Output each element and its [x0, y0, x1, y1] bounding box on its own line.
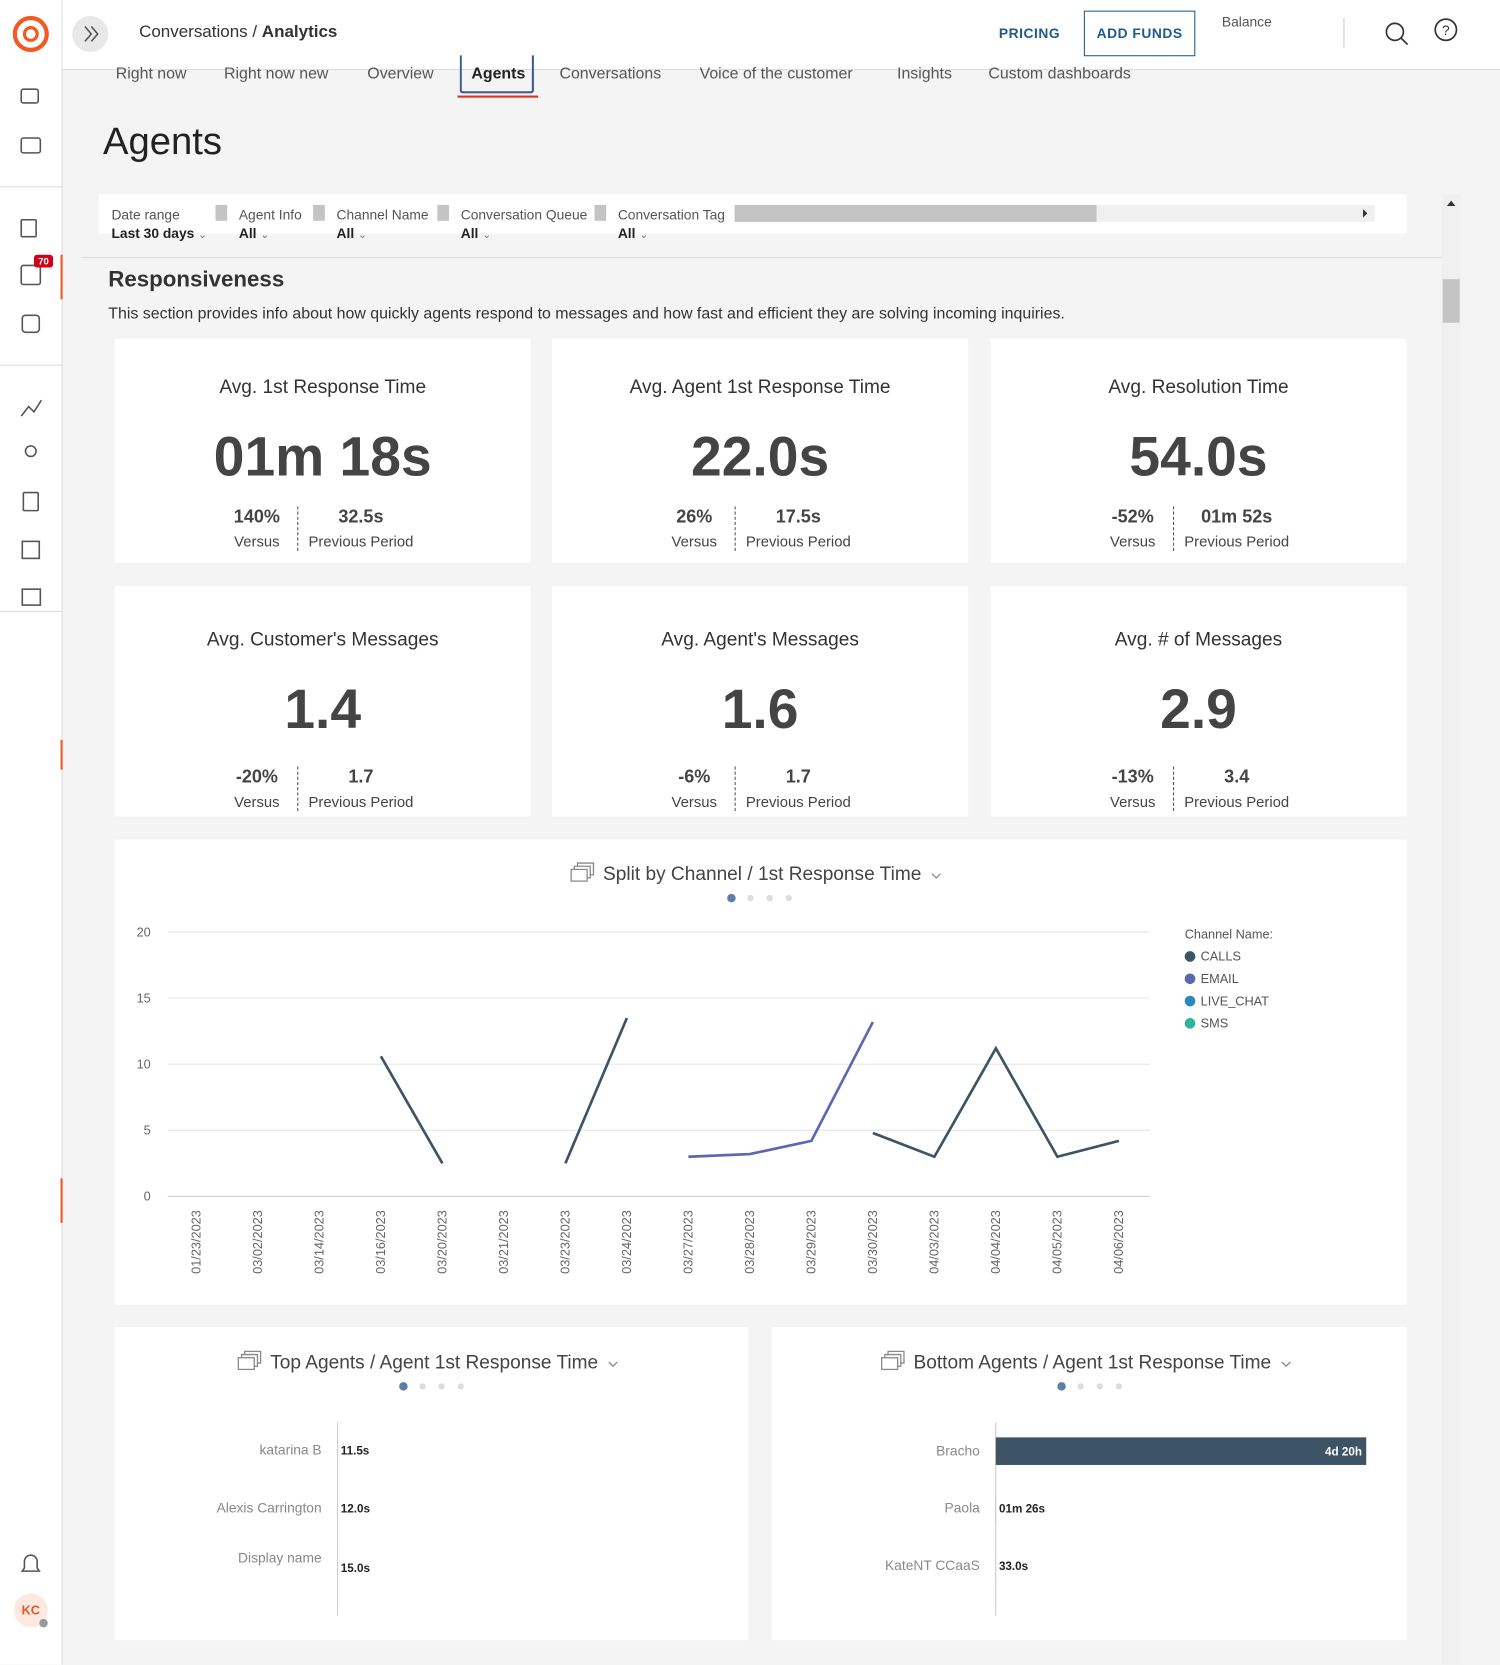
- x-tick-label: 03/24/2023: [619, 1210, 634, 1274]
- category-label: Display name: [238, 1551, 322, 1566]
- legend-label: LIVE_CHAT: [1201, 993, 1270, 1008]
- y-tick-label: 5: [144, 1123, 151, 1138]
- chart-card: [115, 840, 1407, 1305]
- legend-label: CALLS: [1201, 949, 1241, 964]
- legend-label: SMS: [1201, 1016, 1229, 1031]
- pager-dot: [786, 895, 792, 901]
- x-tick-label: 04/04/2023: [988, 1210, 1003, 1274]
- pager-dot: [1057, 1382, 1065, 1390]
- value-label: 15.0s: [341, 1562, 370, 1575]
- x-tick-label: 03/02/2023: [250, 1210, 265, 1274]
- pager-dot: [399, 1382, 407, 1390]
- legend-label: EMAIL: [1201, 971, 1239, 986]
- x-tick-label: 03/23/2023: [558, 1210, 573, 1274]
- pager-dot: [1097, 1383, 1103, 1389]
- x-tick-label: 03/21/2023: [496, 1210, 511, 1274]
- value-label: 01m 26s: [999, 1503, 1045, 1516]
- x-tick-label: 04/06/2023: [1111, 1210, 1126, 1274]
- bar: [996, 1437, 1366, 1465]
- pager-dot: [1116, 1383, 1122, 1389]
- pager-dot: [419, 1383, 425, 1389]
- x-tick-label: 03/28/2023: [742, 1210, 757, 1274]
- x-tick-label: 03/20/2023: [435, 1210, 450, 1274]
- category-label: katarina B: [260, 1442, 322, 1457]
- x-tick-label: 04/05/2023: [1050, 1210, 1065, 1274]
- x-tick-label: 03/29/2023: [804, 1210, 819, 1274]
- chart-title: Bottom Agents / Agent 1st Response Time: [914, 1352, 1272, 1373]
- value-label: 33.0s: [999, 1560, 1028, 1573]
- category-label: Bracho: [936, 1443, 980, 1458]
- x-tick-label: 03/14/2023: [312, 1210, 327, 1274]
- chart-title: Split by Channel / 1st Response Time: [603, 864, 921, 885]
- pager-dot: [438, 1383, 444, 1389]
- x-tick-label: 03/27/2023: [681, 1210, 696, 1274]
- chart-title: Top Agents / Agent 1st Response Time: [270, 1352, 598, 1373]
- value-label: 12.0s: [341, 1503, 370, 1516]
- value-label: 4d 20h: [1325, 1445, 1362, 1458]
- category-label: Paola: [945, 1501, 981, 1516]
- pager-dot: [458, 1383, 464, 1389]
- legend-swatch: [1185, 996, 1196, 1007]
- pager-dot: [727, 894, 735, 902]
- category-label: KateNT CCaaS: [885, 1558, 980, 1573]
- x-tick-label: 03/30/2023: [865, 1210, 880, 1274]
- pager-dot: [1077, 1383, 1083, 1389]
- pager-dot: [766, 895, 772, 901]
- y-tick-label: 20: [137, 924, 151, 939]
- pager-dot: [747, 895, 753, 901]
- category-label: Alexis Carrington: [217, 1501, 322, 1516]
- legend-swatch: [1185, 1018, 1196, 1029]
- x-tick-label: 03/16/2023: [373, 1210, 388, 1274]
- y-tick-label: 0: [144, 1189, 151, 1204]
- legend-swatch: [1185, 951, 1196, 962]
- chart-card: [115, 1327, 749, 1640]
- x-tick-label: 04/03/2023: [927, 1210, 942, 1274]
- legend-title: Channel Name:: [1185, 926, 1273, 941]
- y-tick-label: 15: [137, 990, 151, 1005]
- legend-swatch: [1185, 973, 1196, 984]
- chart-card: [772, 1327, 1407, 1640]
- value-label: 11.5s: [341, 1444, 370, 1457]
- y-tick-label: 10: [137, 1056, 151, 1071]
- x-tick-label: 01/23/2023: [189, 1210, 204, 1274]
